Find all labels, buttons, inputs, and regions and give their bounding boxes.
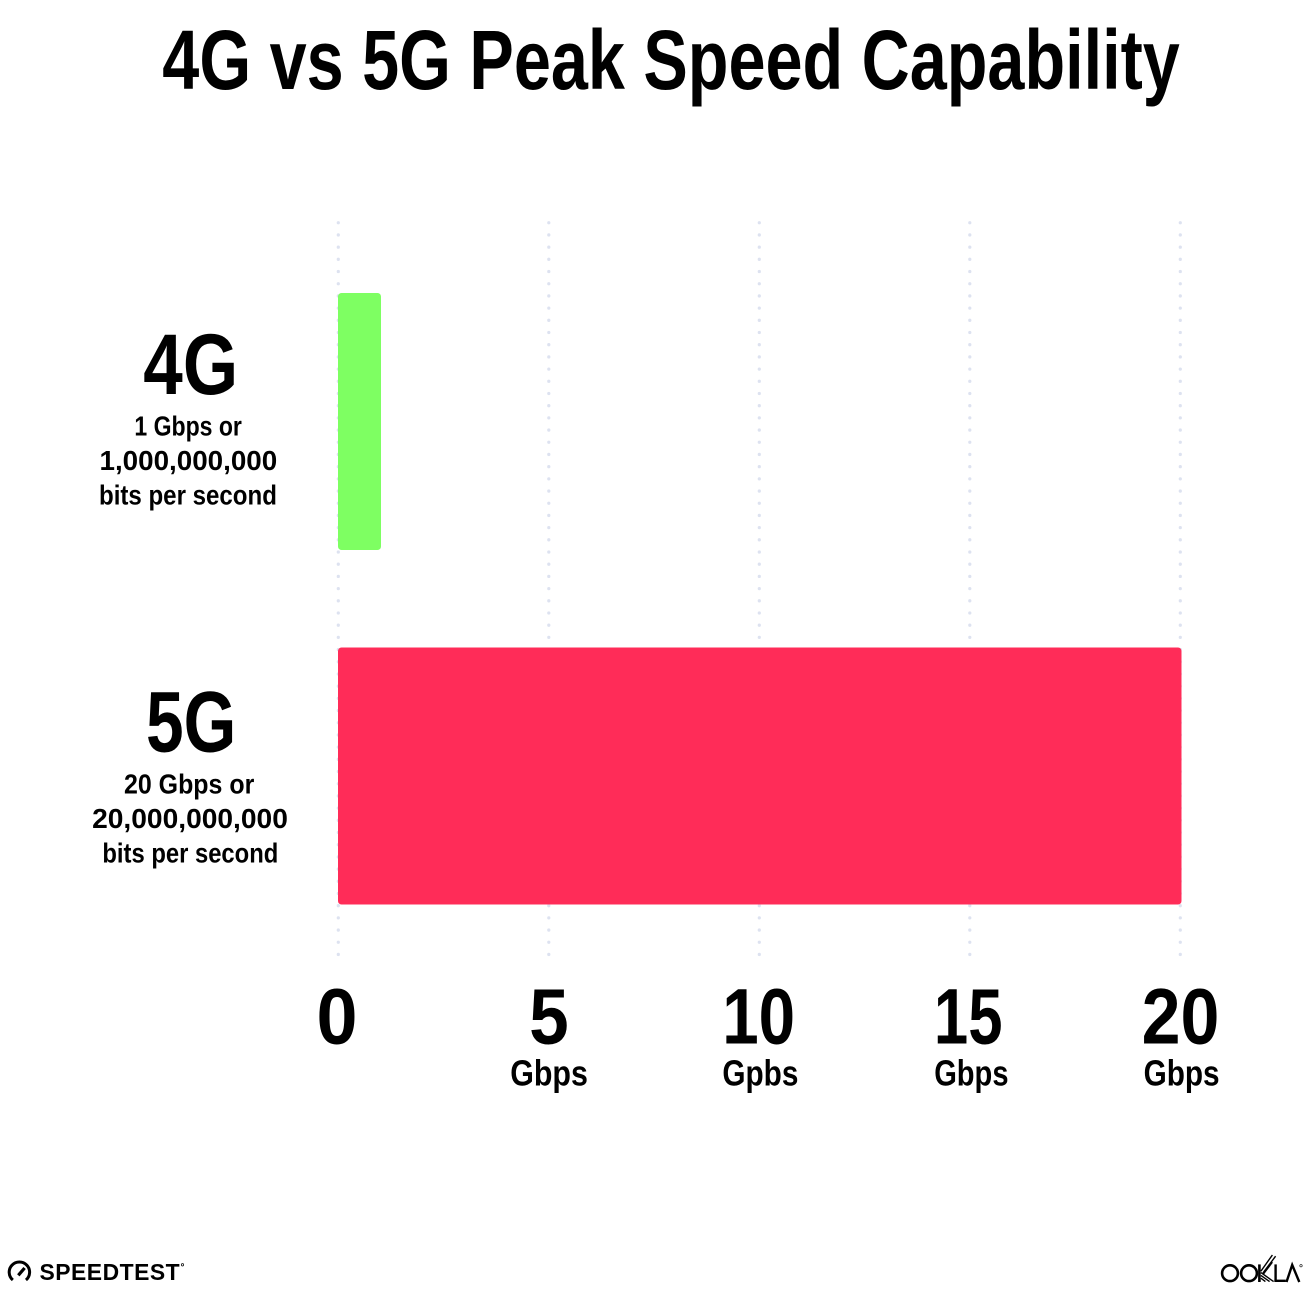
svg-text:15: 15 bbox=[934, 971, 1003, 1060]
svg-text:20: 20 bbox=[1142, 971, 1220, 1060]
svg-text:Gbps: Gbps bbox=[510, 1053, 588, 1094]
svg-text:1 Gbps or: 1 Gbps or bbox=[134, 411, 242, 442]
svg-text:SPEEDTEST: SPEEDTEST bbox=[40, 1259, 181, 1285]
svg-text:20,000,000,000: 20,000,000,000 bbox=[92, 803, 288, 834]
svg-text:20 Gbps or: 20 Gbps or bbox=[124, 769, 254, 800]
svg-text:4G vs 5G Peak Speed Capability: 4G vs 5G Peak Speed Capability bbox=[162, 12, 1180, 107]
svg-text:4G: 4G bbox=[143, 317, 238, 413]
svg-text:bits per second: bits per second bbox=[99, 480, 277, 511]
svg-text:Gbps: Gbps bbox=[1144, 1053, 1220, 1094]
svg-text:1,000,000,000: 1,000,000,000 bbox=[100, 445, 278, 476]
svg-text:0: 0 bbox=[317, 971, 358, 1060]
svg-text:bits per second: bits per second bbox=[102, 838, 278, 869]
svg-text:Gbps: Gbps bbox=[934, 1053, 1008, 1094]
svg-text:Gpbs: Gpbs bbox=[722, 1053, 798, 1094]
svg-text:5G: 5G bbox=[146, 675, 236, 771]
svg-text:5: 5 bbox=[529, 971, 569, 1060]
svg-text:10: 10 bbox=[722, 971, 795, 1060]
